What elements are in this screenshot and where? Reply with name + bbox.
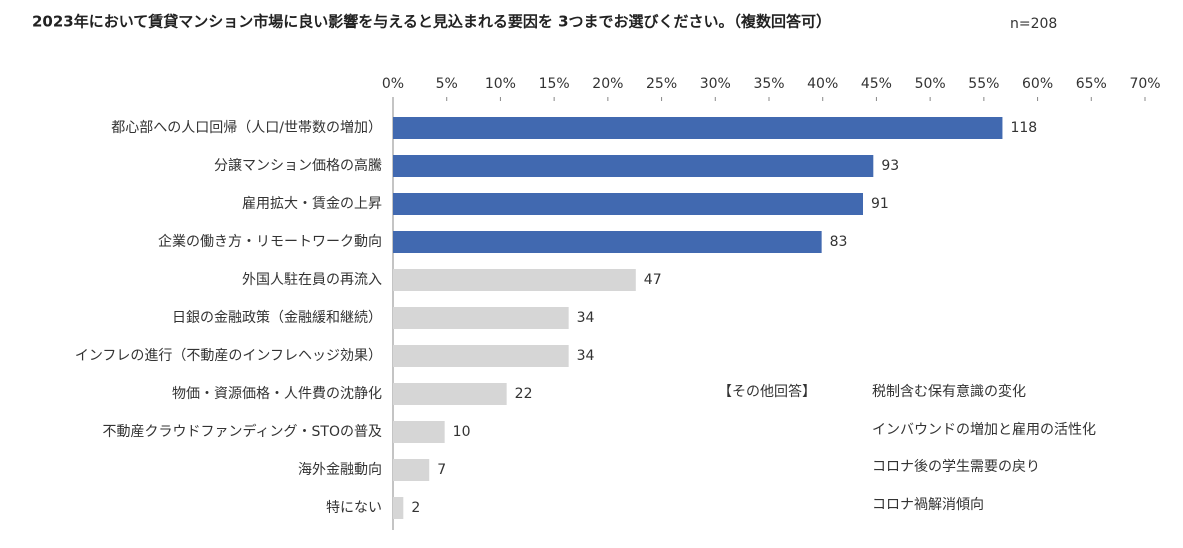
annotation-item: コロナ後の学生需要の戻り bbox=[872, 459, 1040, 475]
y-tick-label: 雇用拡大・賃金の上昇 bbox=[242, 195, 382, 212]
value-label: 2 bbox=[411, 500, 420, 516]
bar bbox=[393, 155, 874, 177]
value-label: 34 bbox=[577, 348, 595, 364]
bar bbox=[393, 117, 1003, 139]
value-label: 47 bbox=[644, 272, 662, 288]
bar bbox=[393, 497, 404, 519]
y-tick-label: インフレの進行（不動産のインフレヘッジ効果） bbox=[75, 348, 382, 364]
y-tick-label: 特にない bbox=[326, 500, 382, 516]
x-tick-label: 55% bbox=[968, 76, 999, 92]
x-tick-label: 30% bbox=[700, 76, 731, 92]
x-tick-label: 0% bbox=[382, 76, 404, 92]
x-tick-label: 15% bbox=[539, 76, 570, 92]
bar bbox=[393, 269, 636, 291]
x-tick-label: 35% bbox=[753, 76, 784, 92]
x-tick-label: 45% bbox=[861, 76, 892, 92]
x-tick-label: 25% bbox=[646, 76, 677, 92]
bar bbox=[393, 307, 569, 329]
value-label: 34 bbox=[577, 310, 595, 326]
x-tick-label: 65% bbox=[1076, 76, 1107, 92]
x-tick-label: 5% bbox=[436, 76, 458, 92]
value-label: 7 bbox=[437, 462, 446, 478]
annotation-item: コロナ禍解消傾向 bbox=[872, 497, 984, 513]
value-label: 22 bbox=[515, 386, 533, 402]
value-label: 93 bbox=[881, 158, 899, 174]
annotation-item: インバウンドの増加と雇用の活性化 bbox=[872, 421, 1096, 438]
y-tick-label: 海外金融動向 bbox=[298, 462, 382, 478]
bar bbox=[393, 231, 822, 253]
x-tick-label: 40% bbox=[807, 76, 838, 92]
annotation-label: 【その他回答】 bbox=[718, 383, 816, 400]
x-tick-label: 10% bbox=[485, 76, 516, 92]
chart-title: 2023年において賃貸マンション市場に良い影響を与えると見込まれる要因を 3つま… bbox=[32, 13, 831, 31]
value-label: 118 bbox=[1010, 120, 1037, 136]
bar bbox=[393, 383, 507, 405]
y-tick-label: 企業の働き方・リモートワーク動向 bbox=[158, 233, 382, 250]
bar bbox=[393, 345, 569, 367]
y-tick-label: 都心部への人口回帰（人口/世帯数の増加） bbox=[111, 119, 382, 136]
value-label: 10 bbox=[453, 424, 471, 440]
bar bbox=[393, 459, 430, 481]
y-tick-label: 外国人駐在員の再流入 bbox=[242, 272, 382, 288]
y-tick-label: 不動産クラウドファンディング・STOの普及 bbox=[103, 423, 382, 440]
y-tick-label: 物価・資源価格・人件費の沈静化 bbox=[172, 386, 382, 402]
x-tick-label: 20% bbox=[592, 76, 623, 92]
bar bbox=[393, 421, 445, 443]
subtitle: n=208 bbox=[1010, 16, 1057, 32]
value-label: 91 bbox=[871, 196, 889, 212]
y-tick-label: 日銀の金融政策（金融緩和継続） bbox=[172, 309, 382, 326]
value-label: 83 bbox=[830, 234, 848, 250]
annotation-item: 税制含む保有意識の変化 bbox=[872, 383, 1026, 400]
bar bbox=[393, 193, 863, 215]
x-tick-label: 60% bbox=[1022, 76, 1053, 92]
x-tick-label: 70% bbox=[1129, 76, 1160, 92]
x-tick-label: 50% bbox=[915, 76, 946, 92]
y-tick-label: 分譲マンション価格の高騰 bbox=[214, 157, 382, 174]
